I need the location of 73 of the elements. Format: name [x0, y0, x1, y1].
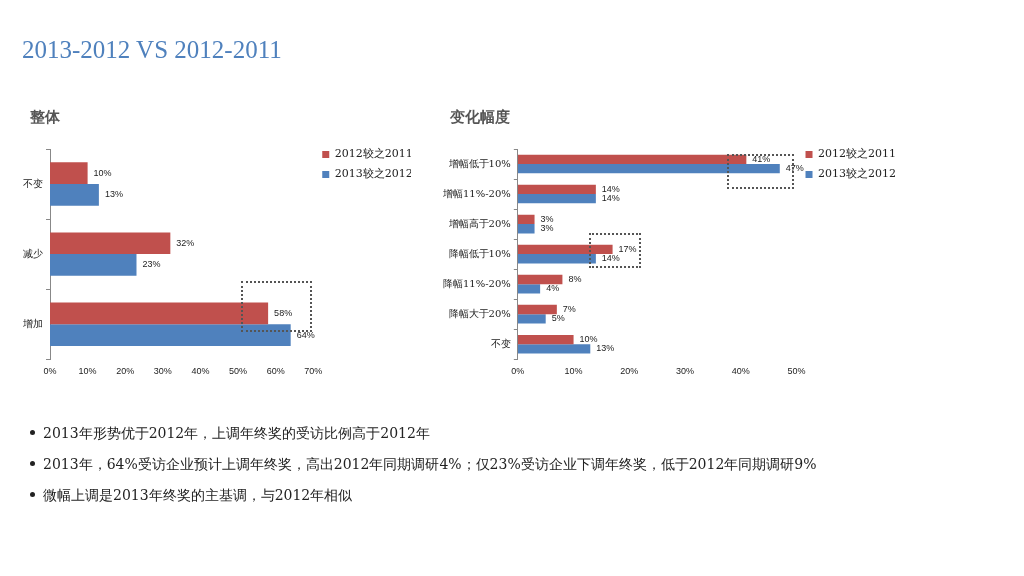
x-tick-label: 20%: [116, 366, 135, 377]
legend-label: 2013较之2012: [334, 167, 413, 181]
bar: [517, 214, 535, 225]
data-label: 13%: [104, 189, 123, 200]
x-tick-label: 30%: [153, 366, 172, 377]
bar: [517, 334, 574, 345]
x-tick-label: 10%: [78, 366, 97, 377]
data-label: 13%: [596, 343, 615, 354]
bar: [517, 184, 596, 195]
y-tick-label: 降幅11%-20%: [442, 277, 511, 289]
data-label: 14%: [601, 183, 620, 194]
data-label: 58%: [274, 307, 293, 318]
bar: [517, 224, 535, 234]
y-tick-label: 不变: [23, 177, 43, 189]
data-label: 3%: [540, 223, 554, 234]
x-tick-label: 50%: [787, 366, 806, 377]
text: 2013年，64%受访企业预计上调年终奖，高出2012年同期调研4%；仅23%受访企业下调年终奖，低于2012年同期调研9%: [43, 456, 817, 472]
chart-title: 变化幅度: [450, 108, 510, 127]
data-label: 5%: [551, 313, 565, 324]
x-tick-label: 30%: [676, 366, 695, 377]
data-label: 14%: [601, 253, 620, 264]
bar: [517, 314, 546, 324]
x-tick-label: 40%: [731, 366, 750, 377]
bar: [50, 162, 88, 185]
bar: [517, 274, 563, 285]
data-label: 3%: [540, 213, 554, 224]
y-tick-label: 降幅低于10%: [448, 247, 511, 259]
data-label: 23%: [142, 259, 161, 270]
x-tick-label: 20%: [620, 366, 639, 377]
text: 微幅上调是2013年终奖的主基调，与2012年相似: [43, 487, 353, 503]
x-tick-label: 40%: [191, 366, 210, 377]
y-tick-label: 增幅高于20%: [447, 217, 511, 229]
x-tick-label: 0%: [511, 366, 525, 377]
data-label: 10%: [579, 334, 598, 345]
data-label: 8%: [568, 273, 582, 284]
x-tick-label: 60%: [266, 366, 285, 377]
bar: [517, 244, 613, 255]
data-label: 41%: [752, 153, 771, 164]
bar: [517, 154, 747, 165]
x-tick-label: 50%: [229, 366, 248, 377]
data-label: 17%: [618, 243, 637, 254]
legend-label: 2012较之2011: [334, 147, 413, 161]
bar: [50, 184, 99, 206]
x-tick-label: 70%: [304, 366, 323, 377]
bar: [50, 302, 269, 325]
data-label: 64%: [296, 329, 315, 340]
bar: [517, 194, 596, 204]
y-tick-label: 不变: [490, 337, 511, 349]
y-tick-label: 增幅11%-20%: [441, 187, 511, 199]
x-tick-label: 10%: [564, 366, 583, 377]
bar: [517, 164, 780, 174]
legend-label: 2012较之2011: [818, 147, 897, 161]
y-tick-label: 降幅大于20%: [448, 307, 511, 319]
data-label: 7%: [562, 303, 576, 314]
legend-label: 2013较之2012: [818, 167, 897, 181]
data-label: 14%: [601, 193, 620, 204]
y-tick-label: 增幅低于10%: [447, 157, 511, 169]
text: 2013年形势优于2012年，上调年终奖的受访比例高于2012年: [43, 425, 430, 441]
bar: [517, 254, 596, 264]
bar: [517, 344, 591, 354]
data-label: 32%: [176, 237, 195, 248]
data-label: 4%: [546, 283, 560, 294]
bar: [50, 254, 137, 276]
text: 2013-2012 VS 2012-2011: [22, 36, 282, 64]
bar: [517, 284, 541, 294]
bar: [517, 304, 557, 315]
y-tick-label: 减少: [23, 247, 43, 259]
bar: [50, 232, 171, 255]
y-tick-label: 增加: [22, 317, 43, 329]
x-tick-label: 0%: [43, 366, 57, 377]
bar: [50, 324, 291, 346]
chart-title: 整体: [30, 108, 60, 127]
data-label: 10%: [93, 167, 112, 178]
